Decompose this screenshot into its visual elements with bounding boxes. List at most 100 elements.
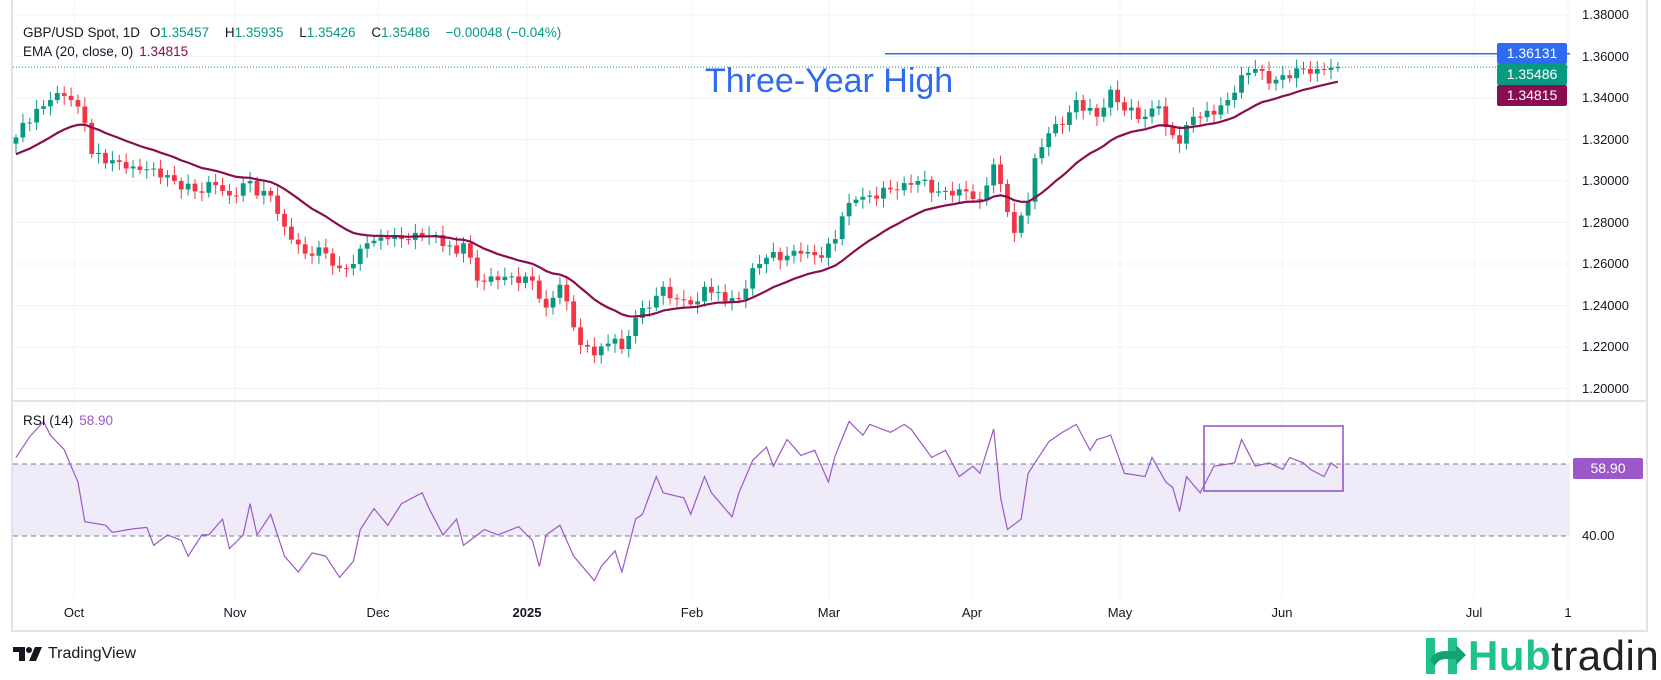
candle <box>571 295 577 331</box>
candle <box>240 177 246 202</box>
candle <box>75 94 81 114</box>
candle-body <box>247 181 253 184</box>
candle <box>867 190 873 204</box>
candle <box>96 143 102 164</box>
candle <box>798 242 804 263</box>
candle-body <box>1073 100 1079 113</box>
candle-body <box>89 122 95 155</box>
three-year-high-annotation[interactable]: Three-Year High <box>705 62 954 100</box>
candle-body <box>344 268 349 270</box>
candle-body <box>350 264 356 269</box>
trading-text: trading <box>1551 632 1661 679</box>
candle-body <box>261 190 267 196</box>
time-axis-tick: May <box>1107 605 1133 620</box>
candle-body <box>922 179 928 181</box>
price-axis-tick: 1.30000 <box>1582 173 1629 188</box>
candle <box>109 151 115 172</box>
low-label: L <box>299 25 307 40</box>
candle <box>1204 101 1210 123</box>
candle-body <box>667 286 673 299</box>
candle-body <box>812 252 818 256</box>
candle <box>984 177 990 206</box>
candle-body <box>943 190 948 192</box>
candle <box>1060 116 1065 134</box>
candle-body <box>447 245 453 247</box>
candle-body <box>1108 89 1114 108</box>
candle-body <box>1060 123 1065 125</box>
candle-body <box>777 251 783 261</box>
candle-body <box>1163 106 1169 128</box>
candle <box>887 179 893 194</box>
candle <box>695 292 701 314</box>
candle-body <box>1190 116 1196 126</box>
rsi-legend[interactable]: RSI (14) 58.90 <box>23 413 119 428</box>
candle-body <box>1328 67 1334 70</box>
candle <box>1018 212 1024 238</box>
candle <box>860 187 866 209</box>
candle <box>598 343 604 364</box>
candle <box>227 183 232 204</box>
candle-body <box>991 164 997 186</box>
time-axis-tick: Apr <box>961 605 983 620</box>
candle <box>1128 99 1134 120</box>
candle-body <box>1197 116 1203 118</box>
ema-legend[interactable]: EMA (20, close, 0) 1.34815 <box>23 44 194 59</box>
candle <box>585 340 590 353</box>
candle <box>963 180 969 201</box>
price-axis-tick: 1.24000 <box>1582 297 1629 313</box>
rsi-highlight-box[interactable] <box>1203 425 1344 492</box>
candle <box>991 158 997 194</box>
ohlc-legend: GBP/USD Spot, 1D O1.35457 H1.35935 L1.35… <box>23 25 567 40</box>
symbol-title[interactable]: GBP/USD Spot, 1D <box>23 25 141 40</box>
candle-body <box>550 297 556 308</box>
candle-body <box>1232 92 1238 101</box>
candle-body <box>543 298 549 308</box>
candle <box>495 271 501 290</box>
candle-body <box>757 264 762 269</box>
candle-body <box>653 295 659 308</box>
candle-body <box>832 239 838 244</box>
candle-body <box>1094 107 1100 117</box>
candle <box>1232 85 1238 108</box>
candle-body <box>867 195 873 197</box>
change-value: −0.00048 (−0.04%) <box>445 25 562 40</box>
candle-body <box>929 179 935 193</box>
candle-body <box>1142 116 1148 120</box>
candle <box>1266 61 1272 91</box>
candle-body <box>1211 110 1217 115</box>
candle <box>1239 66 1244 99</box>
candle-body <box>1128 107 1134 111</box>
candle <box>853 196 859 207</box>
candle-body <box>419 232 425 237</box>
ema-label: EMA (20, close, 0) <box>23 44 134 59</box>
candle <box>1142 109 1148 128</box>
candle <box>653 287 659 312</box>
price-axis-tick: 1.32000 <box>1582 131 1629 147</box>
candle-body <box>647 307 652 309</box>
candle <box>770 242 776 262</box>
candle-body <box>1204 110 1210 118</box>
candle <box>805 244 811 259</box>
candle-body <box>681 299 687 301</box>
candle-body <box>784 255 790 261</box>
candle <box>1108 85 1114 116</box>
candle <box>1273 76 1279 91</box>
candle-body <box>282 213 287 227</box>
candle <box>846 193 852 226</box>
tradingview-logo[interactable]: TradingView <box>13 645 136 663</box>
ema-price-tag: 1.34815 <box>1497 85 1567 107</box>
time-axis-tick: Dec <box>366 605 390 620</box>
candle <box>1335 62 1341 72</box>
candle-body <box>901 183 907 191</box>
candle-body <box>1170 127 1176 136</box>
time-axis-tick: Mar <box>817 605 841 620</box>
candle-body <box>881 187 886 199</box>
candle-body <box>151 168 157 170</box>
candle <box>1135 100 1141 124</box>
candles <box>13 59 1341 364</box>
candle-body <box>743 288 749 300</box>
candle-body <box>1294 68 1300 79</box>
candle <box>674 294 680 307</box>
price-axis-tick: 1.34000 <box>1582 90 1629 105</box>
